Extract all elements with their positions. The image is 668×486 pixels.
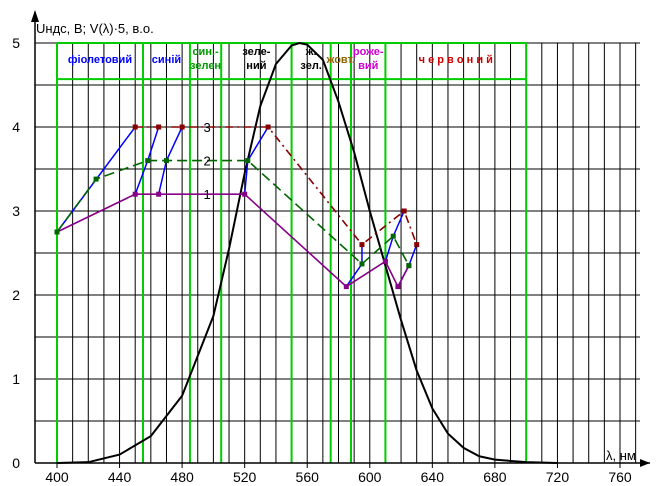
series-3-point bbox=[265, 124, 271, 130]
series-3-point bbox=[179, 124, 185, 130]
band-label: ч е р в о н и й bbox=[419, 54, 493, 66]
series-3-point bbox=[401, 208, 407, 214]
band-label: зеле- bbox=[242, 46, 270, 58]
series-2-point bbox=[93, 176, 99, 182]
series-2-line bbox=[56, 159, 410, 266]
curves: 1 2 3 bbox=[54, 41, 558, 464]
series-2-point bbox=[359, 261, 365, 267]
x-axis-arrow bbox=[640, 459, 650, 467]
series-2-label: 2 bbox=[204, 154, 211, 169]
x-tick-label: 600 bbox=[358, 469, 382, 485]
band-label: ний bbox=[246, 60, 266, 72]
series-3-point bbox=[414, 242, 420, 248]
series-3-point bbox=[132, 124, 138, 130]
band-label: фіолетовий bbox=[68, 54, 132, 66]
x-tick-label: 480 bbox=[170, 469, 194, 485]
band-label: роже- bbox=[353, 46, 384, 58]
band-label: вий bbox=[358, 60, 378, 72]
series-2-point bbox=[145, 158, 151, 164]
x-tick-label: 720 bbox=[546, 469, 570, 485]
series-1-point bbox=[382, 258, 388, 264]
series-2-point bbox=[163, 158, 169, 164]
x-tick-label: 760 bbox=[608, 469, 632, 485]
y-tick-label: 5 bbox=[12, 35, 20, 51]
band-label: синій bbox=[152, 54, 181, 66]
y-tick-label: 0 bbox=[12, 455, 20, 471]
y-tick-label: 1 bbox=[12, 371, 20, 387]
x-tick-label: 680 bbox=[483, 469, 507, 485]
x-tick-label: 520 bbox=[233, 469, 257, 485]
band-label: жовт. bbox=[326, 54, 355, 66]
y-tick-label: 4 bbox=[12, 119, 20, 135]
series-2-point bbox=[390, 233, 396, 239]
series-3-point bbox=[156, 124, 162, 130]
series-2-point bbox=[245, 158, 251, 164]
series-1-point bbox=[343, 284, 349, 290]
series-1-line bbox=[56, 193, 410, 289]
y-axis-arrow bbox=[31, 10, 39, 22]
series-3-point bbox=[359, 242, 365, 248]
x-tick-label: 640 bbox=[421, 469, 445, 485]
band-label: зелен bbox=[190, 60, 221, 72]
v-lambda-curve bbox=[56, 41, 558, 464]
series-3-label: 3 bbox=[204, 120, 211, 135]
series-1-point bbox=[242, 191, 248, 197]
x-axis-label: λ, нм bbox=[606, 448, 636, 463]
y-tick-label: 3 bbox=[12, 203, 20, 219]
x-tick-label: 560 bbox=[296, 469, 320, 485]
y-axis-label: Uндс, В; V(λ)·5, в.о. bbox=[36, 21, 154, 36]
series-1-label: 1 bbox=[204, 187, 211, 202]
series-2-point bbox=[54, 229, 60, 235]
band-label: ж. bbox=[305, 46, 317, 58]
grid bbox=[35, 42, 640, 463]
spectral-bands: фіолетовий синій син.- зелен зеле-ний ж. зел. ж… bbox=[56, 42, 528, 463]
band-label: зел. bbox=[300, 60, 321, 72]
y-tick-label: 2 bbox=[12, 287, 20, 303]
series-1-point bbox=[156, 191, 162, 197]
x-tick-label: 440 bbox=[108, 469, 132, 485]
x-tick-label: 400 bbox=[45, 469, 69, 485]
axes: 400 440 480 520 560 600 640 680 720 760 0 1 2 3 4 5 bbox=[12, 10, 650, 485]
series-1-point bbox=[132, 191, 138, 197]
series-2-point bbox=[406, 263, 412, 269]
band-label: син.- bbox=[192, 46, 219, 58]
series-1-point bbox=[395, 284, 401, 290]
